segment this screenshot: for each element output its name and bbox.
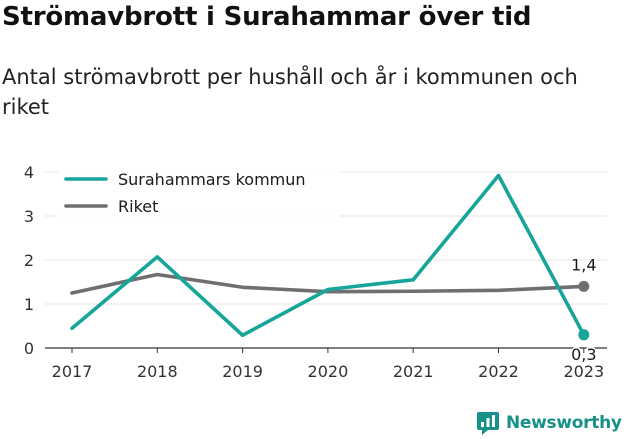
x-tick-label: 2018 — [137, 362, 178, 381]
legend-entry: Surahammars kommun — [118, 170, 306, 189]
y-tick-label: 3 — [24, 207, 34, 226]
x-tick-label: 2021 — [393, 362, 434, 381]
legend-background — [58, 164, 340, 220]
x-tick-label: 2017 — [52, 362, 93, 381]
legend: Surahammars kommun Riket — [58, 164, 340, 220]
x-tick-label: 2022 — [478, 362, 519, 381]
chart-title: Strömavbrott i Surahammar över tid — [2, 2, 532, 32]
series-end-dot-0 — [578, 329, 590, 341]
y-tick-label: 0 — [24, 339, 34, 358]
series-line-0 — [70, 173, 586, 338]
x-tick-label: 2020 — [308, 362, 349, 381]
series-line-1 — [70, 272, 586, 295]
end-labels: 0,3 1,4 — [570, 254, 598, 365]
end-value-label: 0,3 — [571, 345, 596, 364]
chart-subtitle: Antal strömavbrott per hushåll och år i … — [2, 65, 578, 119]
brand-name: Newsworthy — [506, 413, 622, 433]
newsworthy-icon — [477, 412, 499, 435]
x-tick-label: 2019 — [222, 362, 263, 381]
y-tick-label: 4 — [24, 163, 34, 182]
y-axis: 0 1 2 3 4 — [24, 163, 34, 358]
legend-entry: Riket — [118, 197, 158, 216]
x-tick-label: 2023 — [563, 362, 604, 381]
y-tick-label: 2 — [24, 251, 34, 270]
end-value-label: 1,4 — [571, 255, 596, 274]
series-group — [70, 173, 590, 341]
y-tick-label: 1 — [24, 295, 34, 314]
series-end-dot-1 — [578, 280, 590, 292]
newsworthy-logo: Newsworthy — [476, 410, 622, 436]
x-axis: 2017 2018 2019 2020 2021 2022 2023 — [45, 347, 607, 381]
